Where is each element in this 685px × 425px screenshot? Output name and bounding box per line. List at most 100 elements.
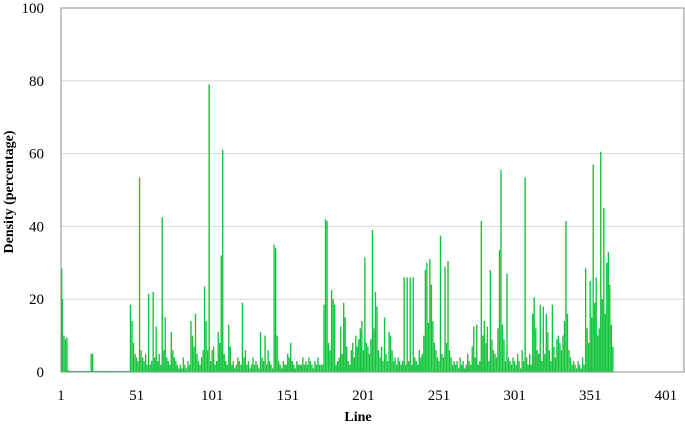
bar-line-294 [503,339,505,372]
x-axis-tick-labels: 1 51 101 151 201 251 301 351 401 [57,388,677,404]
bar-line-199 [359,328,362,372]
x-tick-label-101: 101 [201,388,224,404]
bar-line-134 [261,357,263,372]
bar-line-14 [79,370,82,372]
bar-line-185 [338,357,340,372]
bar-line-298 [509,361,511,372]
bar-line-341 [574,364,576,372]
bar-line-358 [600,151,602,372]
bar-line-331 [559,342,561,372]
bar-line-56 [143,361,145,372]
bar-line-304 [518,361,520,372]
bar-line-5 [66,337,68,372]
bar-line-222 [394,357,396,372]
bar-line-289 [495,357,498,372]
bar-line-156 [294,368,296,372]
bar-line-365 [610,324,613,372]
bar-line-124 [246,364,248,372]
bar-line-194 [352,342,354,372]
bar-line-247 [432,321,434,372]
bar-line-221 [392,361,395,372]
bar-line-93 [199,364,201,372]
bar-line-335 [565,220,567,372]
bar-line-119 [238,361,241,372]
bar-line-137 [265,364,268,372]
bar-line-11 [75,370,77,372]
x-tick-label-251: 251 [428,388,451,404]
bar-line-290 [497,328,499,372]
bar-line-116 [234,368,236,372]
bar-line-252 [439,235,442,372]
bar-line-130 [255,361,257,372]
bar-line-139 [268,361,271,372]
bar-line-152 [288,357,290,372]
bar-line-212 [379,357,381,372]
bar-line-125 [247,361,250,372]
bar-line-177 [326,220,328,372]
bar-line-191 [347,361,349,372]
bar-line-309 [525,357,528,372]
bar-line-71 [166,357,168,372]
bar-line-98 [206,350,209,372]
bar-line-70 [164,317,166,372]
bar-line-145 [277,361,280,372]
bar-line-171 [317,357,319,372]
bar-line-72 [167,361,169,372]
bar-line-9 [72,370,74,372]
bar-line-22 [92,353,94,372]
bar-line-148 [282,361,284,372]
bar-line-362 [606,262,608,372]
bar-line-332 [560,350,563,372]
bar-line-285 [489,270,492,372]
bar-line-196 [355,335,357,372]
bar-line-69 [163,350,165,372]
bar-line-201 [362,350,365,372]
bar-line-32 [107,370,109,372]
bar-line-86 [188,364,191,372]
bar-line-273 [471,346,473,372]
bar-line-20 [88,370,91,372]
bar-line-347 [583,364,585,372]
bar-line-181 [332,299,334,372]
bar-line-57 [144,353,147,372]
bar-line-180 [330,290,333,372]
bar-line-75 [172,350,174,372]
bar-line-270 [467,353,469,372]
bar-line-337 [568,350,570,372]
bar-line-327 [553,346,555,372]
y-tick-label-40: 40 [29,219,44,235]
bar-line-231 [408,361,410,372]
bar-line-320 [542,306,544,372]
bar-line-274 [473,326,475,372]
bar-line-251 [438,361,440,372]
bar-line-170 [315,364,318,372]
bar-line-205 [368,353,371,372]
bar-line-214 [382,361,384,372]
bar-line-27 [99,370,101,372]
bar-line-101 [211,350,213,372]
bar-line-348 [584,268,587,372]
bar-line-217 [386,361,389,372]
bar-line-284 [488,361,490,372]
bar-line-271 [468,361,470,372]
bar-line-64 [155,326,157,372]
bar-line-255 [444,266,446,372]
bar-line-10 [73,370,76,372]
bar-line-73 [169,364,171,372]
bar-line-238 [418,350,420,372]
bar-line-276 [476,324,478,372]
bar-line-151 [287,353,289,372]
bar-line-330 [557,335,560,372]
bar-line-193 [350,350,352,372]
bar-line-282 [485,342,487,372]
bar-line-253 [441,353,443,372]
bar-line-178 [327,342,330,372]
bar-line-92 [197,361,200,372]
bar-line-318 [539,304,541,372]
bar-line-198 [358,339,360,372]
bar-line-110 [225,361,227,372]
bar-line-157 [296,361,298,372]
bar-line-83 [184,364,186,372]
bar-line-211 [377,350,380,372]
bar-line-354 [594,302,596,372]
